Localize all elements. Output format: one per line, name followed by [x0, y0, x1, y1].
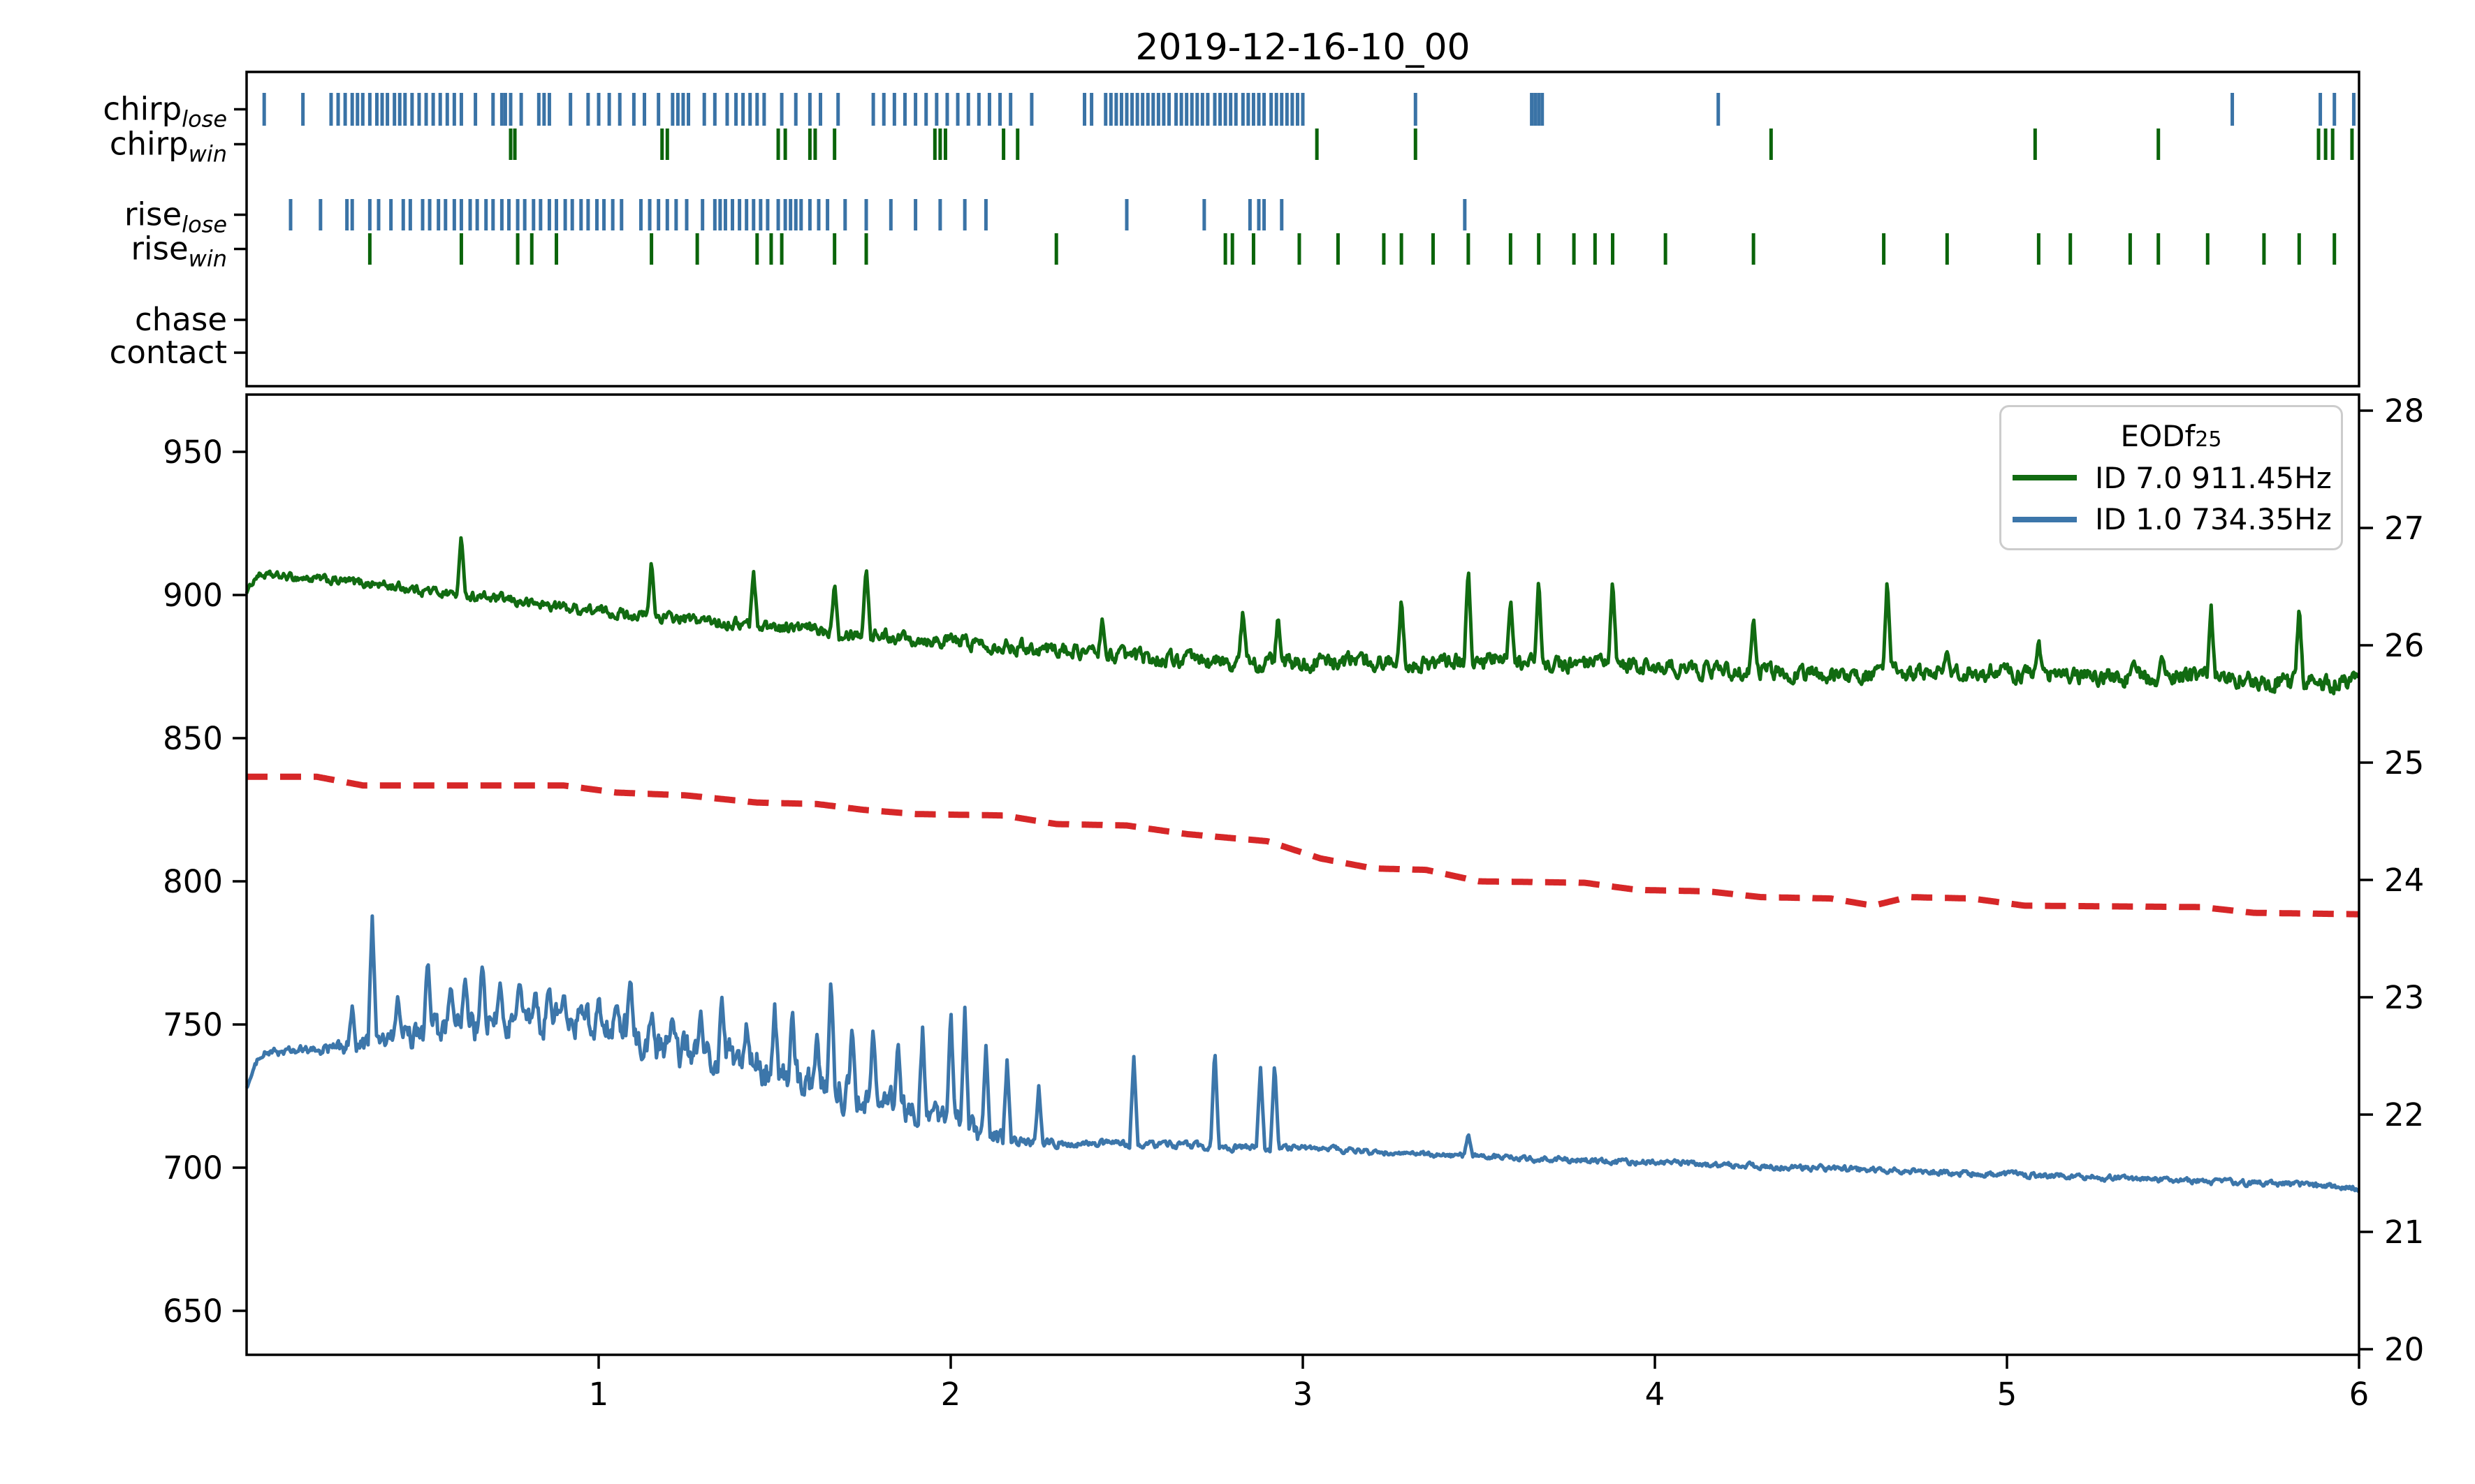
row-label-chase: chase [135, 301, 227, 338]
right-tick-label: 21 [2384, 1214, 2424, 1251]
left-tick-label: 750 [163, 1006, 223, 1043]
x-tick-label: 2 [941, 1376, 961, 1413]
curve-id-1-0-734-35hz [244, 914, 2360, 1193]
right-tick-label: 27 [2384, 510, 2424, 547]
legend-entry-id7: ID 7.0 911.45Hz [2001, 461, 2341, 495]
right-tick-label: 20 [2384, 1331, 2424, 1368]
row-label-contact: contact [110, 334, 227, 371]
right-tick-label: 25 [2384, 744, 2424, 781]
axes [233, 71, 2373, 1369]
row-label-rise_win: risewin [131, 230, 227, 272]
x-tick-label: 4 [1645, 1376, 1665, 1413]
raster-event-marks [262, 93, 2356, 265]
x-tick-label: 1 [589, 1376, 609, 1413]
legend-swatch-blue-line [2013, 516, 2077, 522]
curve-id-7-0-911-45hz [244, 536, 2360, 696]
left-tick-label: 950 [163, 434, 223, 471]
chart-title: 2019-12-16-10_00 [1135, 27, 1470, 68]
left-tick-label: 850 [163, 720, 223, 757]
legend-box: EODf25 ID 7.0 911.45Hz ID 1.0 734.35Hz [1999, 405, 2343, 550]
row-label-chirp_lose: chirplose [103, 91, 227, 133]
curve-temperature-dashed [244, 773, 2361, 918]
legend-entry-label: ID 1.0 734.35Hz [2095, 502, 2332, 537]
right-tick-label: 24 [2384, 862, 2424, 899]
left-tick-label: 900 [163, 577, 223, 614]
x-tick-label: 6 [2349, 1376, 2370, 1413]
right-tick-label: 28 [2384, 392, 2424, 429]
right-tick-label: 26 [2384, 627, 2424, 664]
legend-entry-id1: ID 1.0 734.35Hz [2001, 502, 2341, 536]
x-tick-label: 5 [1997, 1376, 2017, 1413]
right-tick-label: 23 [2384, 979, 2424, 1016]
raster-panel-frame [245, 71, 2360, 388]
legend-entry-label: ID 7.0 911.45Hz [2095, 460, 2332, 495]
row-label-chirp_win: chirpwin [110, 126, 227, 168]
left-tick-label: 800 [163, 863, 223, 900]
legend-title-subscript: 25 [2195, 427, 2222, 452]
legend-swatch-green-line [2013, 475, 2077, 480]
legend-title-base: EODf [2120, 418, 2196, 453]
left-tick-label: 650 [163, 1293, 223, 1330]
series-curves [244, 536, 2361, 1193]
left-tick-label: 700 [163, 1149, 223, 1187]
right-tick-label: 22 [2384, 1096, 2424, 1133]
row-label-rise_lose: riselose [124, 196, 227, 238]
legend-title: EODf25 [2001, 419, 2341, 453]
x-tick-label: 3 [1293, 1376, 1313, 1413]
